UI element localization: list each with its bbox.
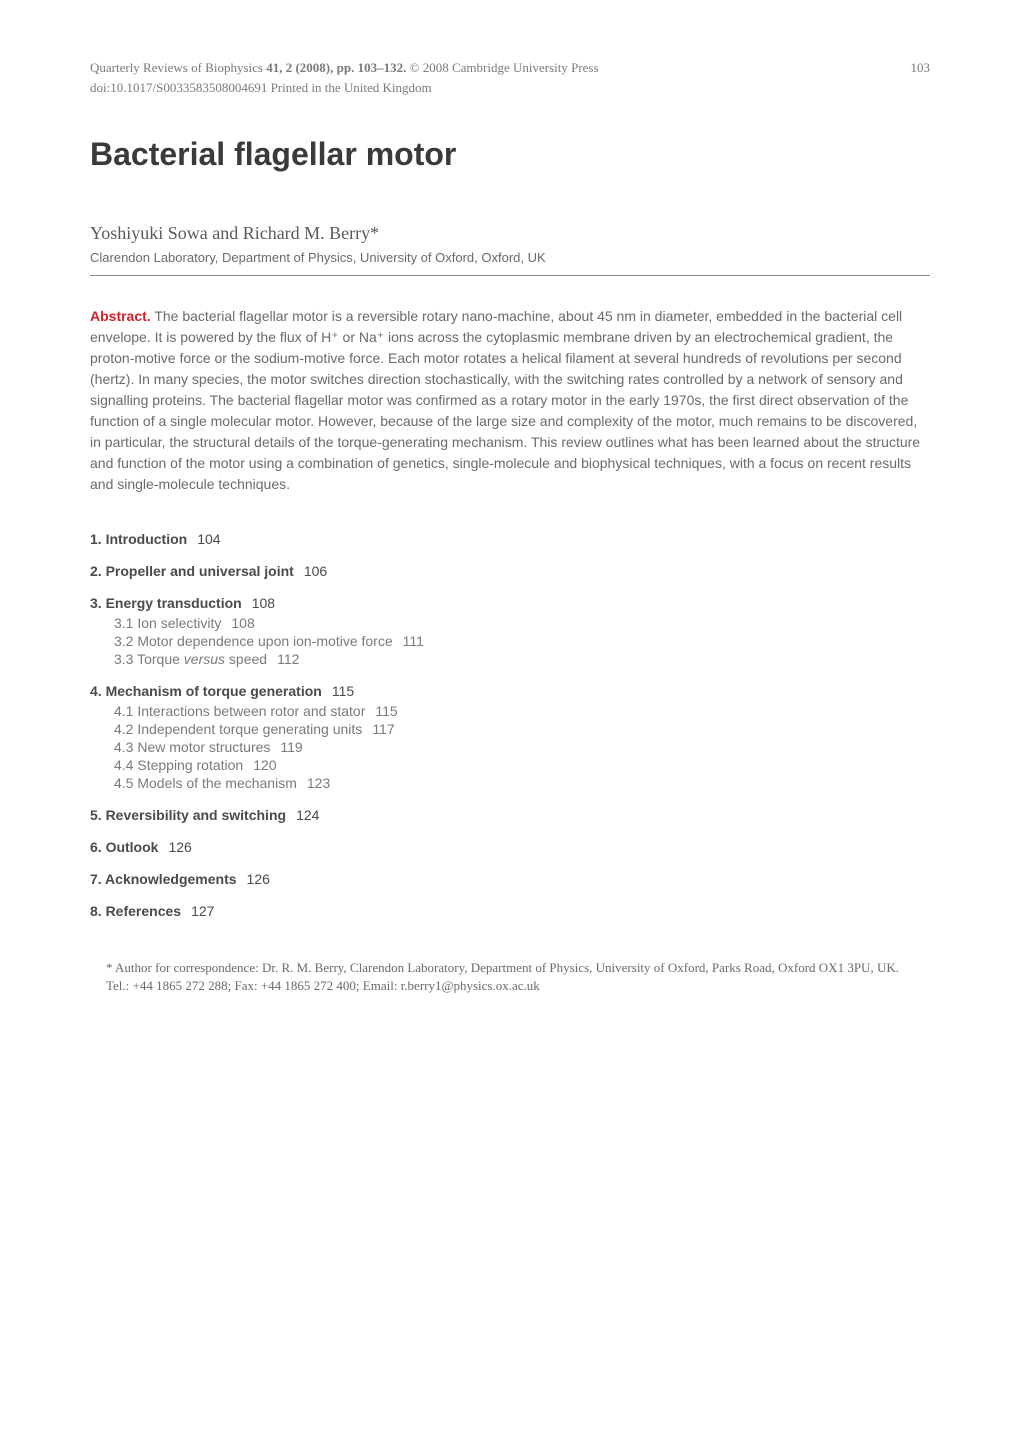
page: Quarterly Reviews of Biophysics 41, 2 (2…	[0, 0, 1020, 1045]
toc-subsection: 3.1 Ion selectivity108	[114, 615, 930, 631]
abstract-label: Abstract.	[90, 308, 151, 324]
copyright: © 2008 Cambridge University Press	[410, 60, 599, 75]
page-number: 103	[911, 60, 931, 76]
doi-line: doi:10.1017/S0033583508004691 Printed in…	[90, 80, 930, 96]
toc-section: 3. Energy transduction108	[90, 595, 930, 611]
toc-section: 4. Mechanism of torque generation115	[90, 683, 930, 699]
correspondence-line: * Author for correspondence: Dr. R. M. B…	[90, 959, 930, 977]
footer: * Author for correspondence: Dr. R. M. B…	[90, 959, 930, 995]
affiliation: Clarendon Laboratory, Department of Phys…	[90, 250, 930, 265]
journal-name: Quarterly Reviews of Biophysics	[90, 60, 263, 75]
toc-section: 7. Acknowledgements126	[90, 871, 930, 887]
toc-subsection: 3.3 Torque versus speed112	[114, 651, 930, 667]
toc-subsection: 4.5 Models of the mechanism123	[114, 775, 930, 791]
toc-subsection: 4.3 New motor structures119	[114, 739, 930, 755]
journal-info: Quarterly Reviews of Biophysics 41, 2 (2…	[90, 60, 599, 76]
authors: Yoshiyuki Sowa and Richard M. Berry*	[90, 223, 930, 244]
divider	[90, 275, 930, 276]
toc-subsection: 4.2 Independent torque generating units1…	[114, 721, 930, 737]
toc-subsection: 3.2 Motor dependence upon ion-motive for…	[114, 633, 930, 649]
table-of-contents: 1. Introduction104 2. Propeller and unive…	[90, 531, 930, 919]
article-title: Bacterial flagellar motor	[90, 136, 930, 173]
abstract-text: The bacterial flagellar motor is a rever…	[90, 308, 920, 492]
volume-issue: 41, 2 (2008), pp. 103–132.	[266, 60, 406, 75]
abstract: Abstract. The bacterial flagellar motor …	[90, 306, 930, 495]
toc-section: 8. References127	[90, 903, 930, 919]
toc-section: 5. Reversibility and switching124	[90, 807, 930, 823]
running-header: Quarterly Reviews of Biophysics 41, 2 (2…	[90, 60, 930, 76]
toc-subsection: 4.4 Stepping rotation120	[114, 757, 930, 773]
contact-line: Tel.: +44 1865 272 288; Fax: +44 1865 27…	[90, 977, 930, 995]
toc-section: 1. Introduction104	[90, 531, 930, 547]
toc-section: 2. Propeller and universal joint106	[90, 563, 930, 579]
toc-subsection: 4.1 Interactions between rotor and stato…	[114, 703, 930, 719]
toc-section: 6. Outlook126	[90, 839, 930, 855]
